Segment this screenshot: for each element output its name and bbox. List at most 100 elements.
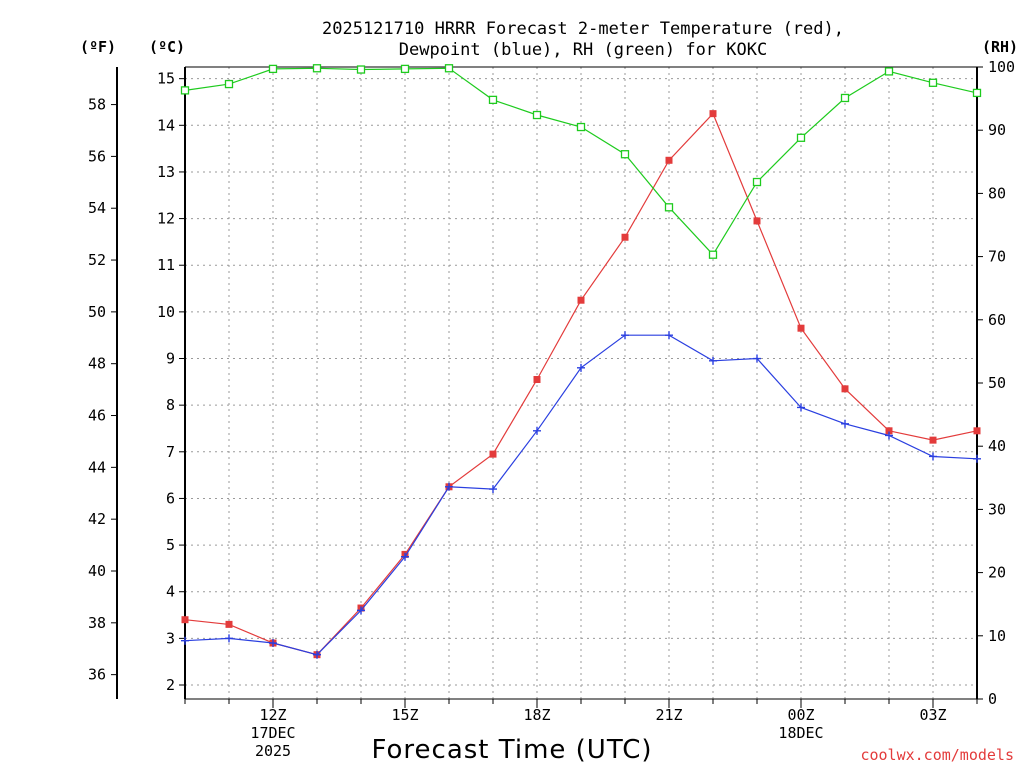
- temperature-point: [181, 616, 189, 624]
- fahrenheit-tick-label: 42: [88, 510, 106, 528]
- fahrenheit-tick-label: 50: [88, 303, 106, 321]
- fahrenheit-tick-label: 48: [88, 355, 106, 373]
- rh-point: [180, 86, 190, 95]
- dewpoint-point: [489, 485, 497, 494]
- temperature-point: [885, 427, 893, 435]
- temperature-point: [973, 427, 981, 435]
- dewpoint-point: [401, 552, 409, 561]
- rh-point: [708, 250, 718, 259]
- rh-point: [268, 64, 278, 74]
- celsius-tick-label: 2: [166, 676, 175, 694]
- temperature-point: [929, 436, 937, 444]
- celsius-tick-label: 9: [166, 350, 175, 368]
- rh-point: [620, 150, 630, 159]
- celsius-tick-label: 15: [157, 70, 175, 88]
- rh-point: [928, 78, 938, 87]
- time-tick-label: 00Z: [787, 706, 814, 724]
- series-temperature: [181, 110, 981, 659]
- rh-tick-label: 20: [988, 564, 1006, 582]
- dewpoint-point: [181, 636, 189, 645]
- rh-point: [796, 133, 806, 142]
- rh-point: [532, 110, 542, 120]
- celsius-tick-label: 7: [166, 443, 175, 461]
- dewpoint-point: [841, 419, 849, 428]
- dewpoint-point: [929, 452, 937, 461]
- rh-point: [224, 79, 234, 89]
- rh-point: [664, 203, 674, 212]
- chart-title-line2: Dewpoint (blue), RH (green) for KOKC: [399, 40, 767, 60]
- x-axis-label: Forecast Time (UTC): [371, 735, 652, 765]
- temperature-point: [841, 385, 849, 393]
- rh-tick-label: 10: [988, 627, 1006, 645]
- celsius-tick-label: 11: [157, 256, 175, 274]
- celsius-tick-label: 3: [166, 629, 175, 647]
- rh-tick-label: 40: [988, 437, 1006, 455]
- fahrenheit-tick-label: 58: [88, 96, 106, 114]
- celsius-unit-label: (ºC): [149, 38, 185, 56]
- fahrenheit-ticks: 36 38 40 42 44 46 48 50 52 54 56 58: [88, 96, 117, 684]
- dewpoint-point: [621, 331, 629, 340]
- celsius-tick-label: 10: [157, 303, 175, 321]
- dewpoint-point: [753, 354, 761, 363]
- time-tick-label: 17DEC: [250, 724, 295, 742]
- celsius-tick-label: 13: [157, 163, 175, 181]
- celsius-tick-label: 4: [166, 583, 175, 601]
- grid-lines: [185, 67, 977, 699]
- rh-point: [752, 177, 762, 187]
- fahrenheit-tick-label: 46: [88, 407, 106, 425]
- dewpoint-point: [973, 454, 981, 463]
- fahrenheit-tick-label: 40: [88, 562, 106, 580]
- celsius-tick-label: 12: [157, 210, 175, 228]
- celsius-tick-label: 6: [166, 489, 175, 507]
- rh-point: [400, 64, 410, 74]
- celsius-ticks: 2 3 4 5 6 7 8 9 10 11 12 13 14 15: [157, 70, 185, 694]
- rh-point: [884, 67, 894, 76]
- temperature-point: [489, 450, 497, 458]
- rh-unit-label: (RH): [982, 38, 1018, 56]
- series-rh: [180, 64, 982, 259]
- rh-line: [184, 67, 978, 256]
- dewpoint-point: [665, 331, 673, 340]
- rh-point: [972, 88, 982, 98]
- rh-tick-label: 50: [988, 374, 1006, 392]
- temperature-point: [709, 110, 717, 118]
- rh-tick-label: 70: [988, 248, 1006, 266]
- celsius-tick-label: 5: [166, 536, 175, 554]
- rh-point: [356, 65, 366, 74]
- dewpoint-point: [225, 634, 233, 643]
- time-tick-label: 18DEC: [778, 724, 823, 742]
- dewpoint-point: [533, 426, 541, 435]
- temperature-point: [225, 620, 233, 628]
- rh-tick-label: 0: [988, 690, 997, 708]
- temperature-point: [577, 296, 585, 304]
- dewpoint-point: [577, 363, 585, 372]
- temperature-point: [665, 156, 673, 164]
- fahrenheit-unit-label: (ºF): [80, 38, 116, 56]
- rh-point: [312, 64, 322, 73]
- rh-point: [576, 122, 586, 132]
- temperature-point: [621, 233, 629, 241]
- temperature-point: [533, 376, 541, 384]
- rh-point: [488, 95, 498, 105]
- dewpoint-point: [445, 482, 453, 491]
- temperature-point: [797, 324, 805, 332]
- series-layer: [180, 64, 982, 659]
- dewpoint-point: [313, 650, 321, 659]
- temperature-point: [753, 217, 761, 225]
- dewpoint-point: [357, 606, 365, 615]
- fahrenheit-tick-label: 38: [88, 614, 106, 632]
- time-tick-label: 12Z: [259, 706, 286, 724]
- time-tick-label: 21Z: [655, 706, 682, 724]
- fahrenheit-tick-label: 54: [88, 199, 106, 217]
- time-tick-label: 15Z: [391, 706, 418, 724]
- celsius-tick-label: 14: [157, 116, 175, 134]
- dewpoint-point: [797, 403, 805, 412]
- series-dewpoint: [181, 331, 981, 659]
- dewpoint-point: [709, 356, 717, 365]
- fahrenheit-tick-label: 56: [88, 147, 106, 165]
- fahrenheit-tick-label: 44: [88, 458, 106, 476]
- time-tick-label: 18Z: [523, 706, 550, 724]
- fahrenheit-tick-label: 36: [88, 666, 106, 684]
